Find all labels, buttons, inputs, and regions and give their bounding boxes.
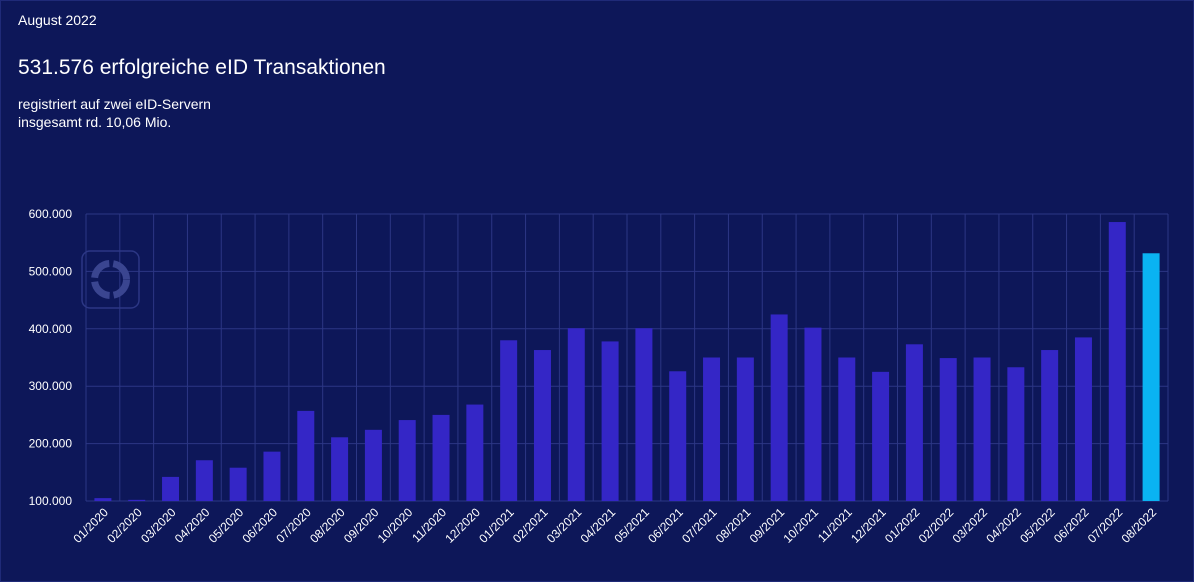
bar-11-2021	[838, 357, 856, 501]
y-tick-label: 300.000	[29, 379, 73, 393]
bar-08-2022	[1142, 253, 1160, 501]
x-tick-label: 08/2021	[713, 505, 754, 546]
bar-12-2021	[872, 371, 890, 501]
x-axis-ticks: 01/202002/202003/202004/202005/202006/20…	[70, 505, 1159, 546]
x-tick-label: 03/2022	[950, 505, 991, 546]
bar-09-2020	[364, 429, 382, 501]
bar-03-2020	[162, 476, 180, 501]
x-tick-label: 06/2022	[1051, 505, 1092, 546]
bar-05-2021	[635, 328, 653, 501]
bar-07-2022	[1108, 222, 1126, 501]
period-label: August 2022	[18, 12, 97, 28]
bar-10-2021	[804, 327, 822, 501]
bar-07-2021	[703, 357, 721, 501]
y-tick-label: 500.000	[29, 264, 73, 278]
x-tick-label: 09/2021	[747, 505, 788, 546]
x-tick-label: 03/2020	[138, 505, 179, 546]
bar-02-2021	[533, 350, 551, 501]
y-tick-label: 600.000	[29, 207, 73, 221]
subline-total: insgesamt rd. 10,06 Mio.	[18, 114, 172, 130]
bar-11-2020	[432, 414, 450, 501]
x-tick-label: 06/2021	[645, 505, 686, 546]
x-tick-label: 01/2020	[70, 505, 111, 546]
bar-05-2022	[1041, 350, 1059, 501]
x-tick-label: 01/2022	[882, 505, 923, 546]
bar-08-2021	[736, 357, 754, 501]
x-tick-label: 09/2020	[341, 505, 382, 546]
bar-07-2020	[297, 410, 315, 501]
x-tick-label: 02/2021	[510, 505, 551, 546]
x-tick-label: 01/2021	[476, 505, 517, 546]
x-tick-label: 08/2022	[1119, 505, 1160, 546]
bar-01-2022	[905, 344, 923, 501]
bar-01-2021	[500, 340, 518, 501]
x-tick-label: 10/2020	[375, 505, 416, 546]
bar-09-2021	[770, 314, 788, 501]
x-tick-label: 05/2022	[1017, 505, 1058, 546]
x-tick-label: 10/2021	[781, 505, 822, 546]
x-tick-label: 02/2020	[104, 505, 145, 546]
x-tick-label: 04/2020	[172, 505, 213, 546]
x-tick-label: 04/2022	[983, 505, 1024, 546]
bar-04-2020	[195, 460, 213, 501]
subline-servers: registriert auf zwei eID-Servern	[18, 96, 211, 112]
x-tick-label: 05/2021	[611, 505, 652, 546]
bar-03-2022	[973, 357, 991, 501]
x-tick-label: 08/2020	[307, 505, 348, 546]
y-tick-label: 200.000	[29, 437, 73, 451]
bar-04-2021	[601, 341, 619, 501]
headline: 531.576 erfolgreiche eID Transaktionen	[18, 56, 386, 79]
bar-10-2020	[398, 420, 416, 501]
loading-logo-icon	[81, 250, 140, 309]
bars	[94, 222, 1160, 501]
x-tick-label: 07/2020	[273, 505, 314, 546]
bar-03-2021	[567, 328, 585, 501]
x-tick-label: 07/2022	[1085, 505, 1126, 546]
bar-02-2020	[128, 499, 146, 501]
x-tick-label: 06/2020	[240, 505, 281, 546]
x-tick-label: 12/2020	[442, 505, 483, 546]
bar-06-2020	[263, 451, 281, 501]
grid-layer	[85, 213, 1169, 502]
x-tick-label: 05/2020	[206, 505, 247, 546]
y-axis-ticks: 100.000 200.000 300.000 400.000 500.000 600.0…	[29, 207, 73, 508]
bar-08-2020	[331, 437, 349, 501]
x-tick-label: 04/2021	[578, 505, 619, 546]
y-tick-label: 400.000	[29, 322, 73, 336]
bar-12-2020	[466, 404, 484, 501]
bar-06-2021	[669, 371, 687, 501]
x-tick-label: 03/2021	[544, 505, 585, 546]
bar-01-2020	[94, 498, 112, 501]
bar-02-2022	[939, 358, 957, 501]
x-tick-label: 11/2021	[815, 505, 855, 545]
x-tick-label: 02/2022	[916, 505, 957, 546]
bar-06-2022	[1074, 337, 1092, 501]
y-tick-label: 100.000	[29, 494, 73, 508]
bar-04-2022	[1007, 367, 1025, 501]
x-tick-label: 12/2021	[848, 505, 889, 546]
x-tick-label: 11/2020	[409, 505, 449, 545]
x-tick-label: 07/2021	[679, 505, 720, 546]
bar-05-2020	[229, 467, 247, 501]
